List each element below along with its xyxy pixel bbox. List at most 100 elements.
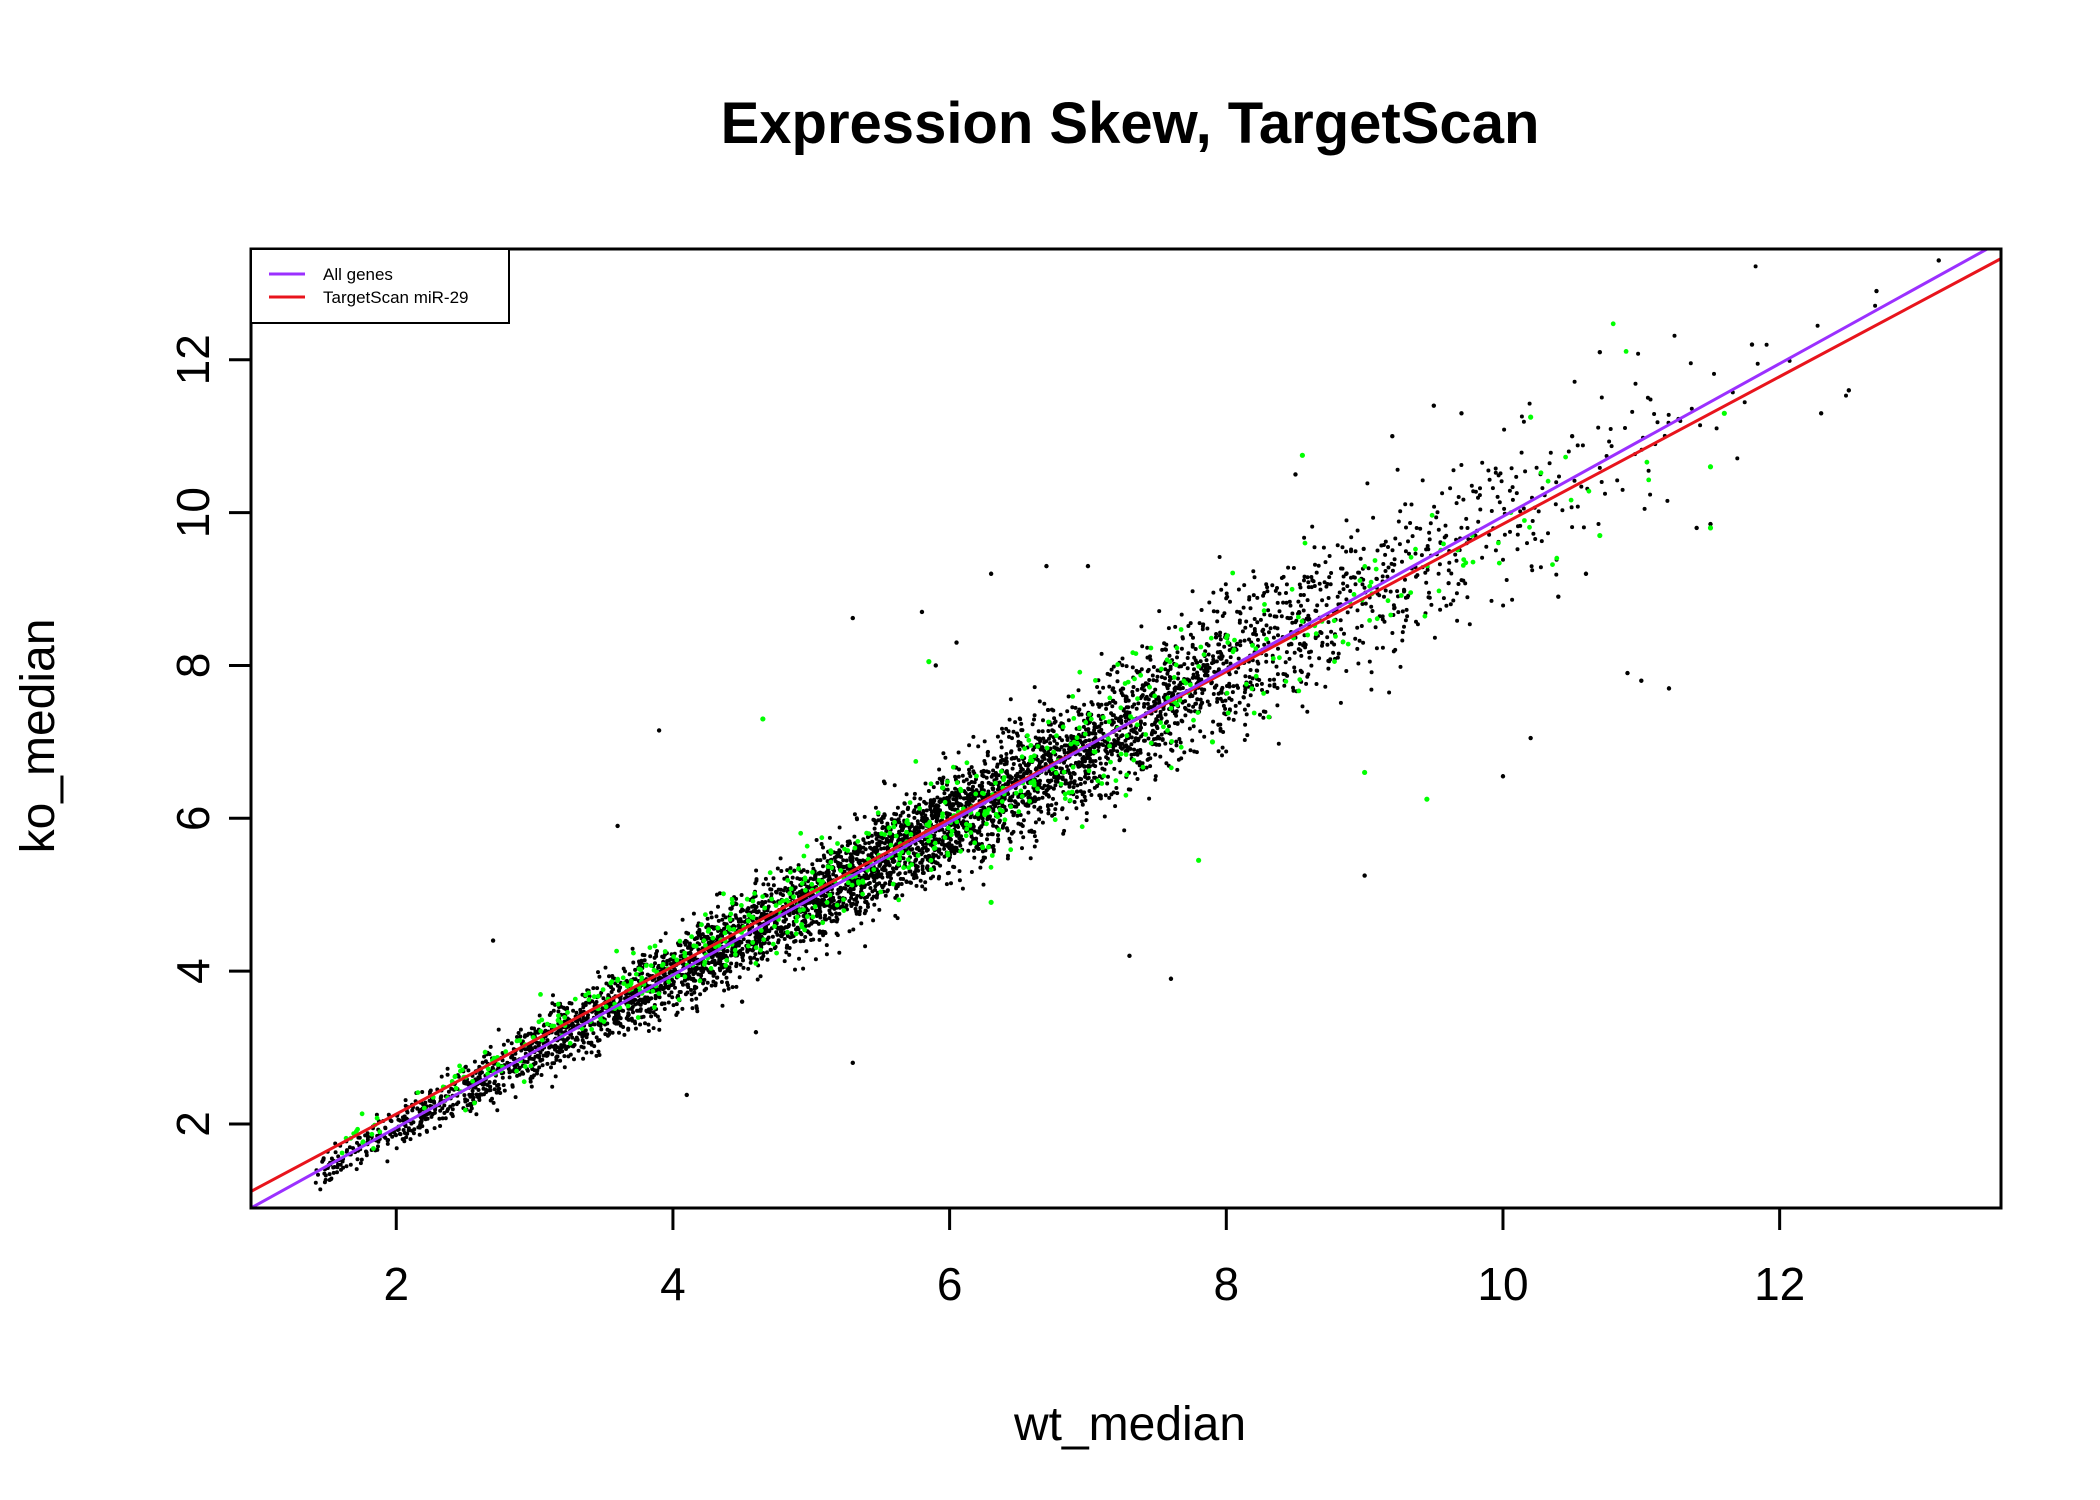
gene-point: [601, 996, 606, 1001]
gene-point: [648, 954, 653, 959]
gene-point: [1390, 548, 1395, 553]
gene-point: [951, 822, 956, 827]
gene-point: [1530, 568, 1535, 573]
gene-point: [1406, 593, 1411, 598]
gene-point: [684, 930, 689, 935]
gene-point: [876, 818, 881, 823]
gene-point: [1366, 566, 1371, 571]
gene-point: [947, 841, 952, 846]
gene-point: [1242, 583, 1247, 588]
gene-point: [1085, 776, 1090, 781]
gene-point: [1348, 589, 1353, 593]
gene-point: [968, 815, 973, 820]
gene-point: [1402, 587, 1406, 592]
gene-point: [789, 880, 794, 885]
gene-point: [914, 868, 919, 873]
gene-point: [1408, 521, 1413, 525]
gene-point: [644, 996, 649, 1001]
gene-point: [958, 795, 963, 800]
gene-point: [1508, 529, 1512, 534]
gene-point: [738, 962, 743, 967]
gene-point: [1066, 781, 1071, 786]
gene-point: [1173, 686, 1178, 691]
gene-point: [935, 780, 940, 785]
gene-point: [1344, 549, 1349, 554]
gene-point: [1307, 655, 1312, 660]
gene-point: [1033, 820, 1038, 825]
gene-point: [669, 983, 674, 988]
gene-point: [991, 768, 996, 773]
gene-point: [700, 966, 705, 971]
gene-point: [1222, 611, 1227, 616]
gene-point: [1281, 574, 1286, 579]
gene-point: [1215, 699, 1220, 704]
gene-point: [880, 836, 885, 841]
gene-point: [725, 980, 730, 985]
gene-point: [1277, 591, 1282, 596]
gene-point: [1258, 617, 1263, 622]
gene-point: [1323, 684, 1328, 689]
gene-point: [476, 1088, 481, 1092]
gene-point: [873, 805, 878, 810]
gene-point: [633, 988, 638, 993]
gene-point: [1255, 659, 1260, 664]
gene-point: [1493, 470, 1498, 475]
gene-point: [709, 970, 714, 975]
gene-point: [374, 1112, 379, 1117]
gene-point: [978, 865, 983, 870]
gene-point: [1428, 521, 1433, 526]
gene-point: [1478, 486, 1482, 491]
gene-point: [551, 993, 555, 998]
gene-point: [658, 938, 663, 943]
gene-point: [1159, 675, 1164, 680]
gene-point: [1130, 665, 1135, 670]
gene-point: [1455, 618, 1460, 623]
gene-point: [1146, 752, 1151, 757]
gene-point: [1287, 656, 1292, 661]
gene-point: [1138, 748, 1143, 752]
gene-point: [763, 876, 768, 881]
gene-point: [1016, 802, 1021, 807]
gene-point: [789, 934, 794, 939]
gene-point: [1190, 589, 1195, 594]
gene-point: [997, 820, 1002, 825]
gene-point: [1041, 718, 1045, 723]
gene-point: [597, 1038, 602, 1043]
gene-point: [924, 808, 929, 813]
gene-point: [860, 858, 865, 863]
gene-point: [1339, 627, 1344, 632]
gene-point: [550, 1084, 555, 1089]
gene-point: [982, 759, 987, 763]
gene-point: [750, 904, 755, 909]
gene-point: [1132, 702, 1137, 707]
gene-point: [765, 950, 769, 955]
gene-point: [801, 966, 806, 971]
gene-point: [1329, 571, 1334, 575]
gene-point: [736, 941, 741, 946]
gene-point: [652, 955, 657, 960]
gene-point: [1448, 486, 1453, 491]
gene-point: [1045, 708, 1050, 712]
gene-point: [937, 837, 942, 842]
gene-point: [960, 773, 965, 778]
gene-point: [857, 849, 862, 854]
gene-point: [392, 1130, 397, 1135]
gene-point: [1050, 813, 1055, 818]
gene-point: [968, 774, 973, 779]
gene-point: [996, 833, 1000, 838]
gene-point: [1198, 705, 1203, 710]
gene-point: [1004, 752, 1009, 756]
gene-point: [1288, 603, 1293, 608]
gene-point: [1444, 533, 1449, 538]
gene-point: [1144, 765, 1149, 770]
gene-point: [816, 871, 821, 876]
gene-point: [1388, 589, 1393, 594]
gene-point: [742, 914, 747, 919]
gene-point: [553, 1074, 558, 1079]
gene-point: [817, 906, 822, 911]
gene-point: [868, 845, 873, 850]
gene-point: [655, 1014, 660, 1019]
gene-point: [1099, 721, 1104, 726]
gene-point: [778, 887, 783, 892]
gene-point: [556, 1009, 561, 1014]
